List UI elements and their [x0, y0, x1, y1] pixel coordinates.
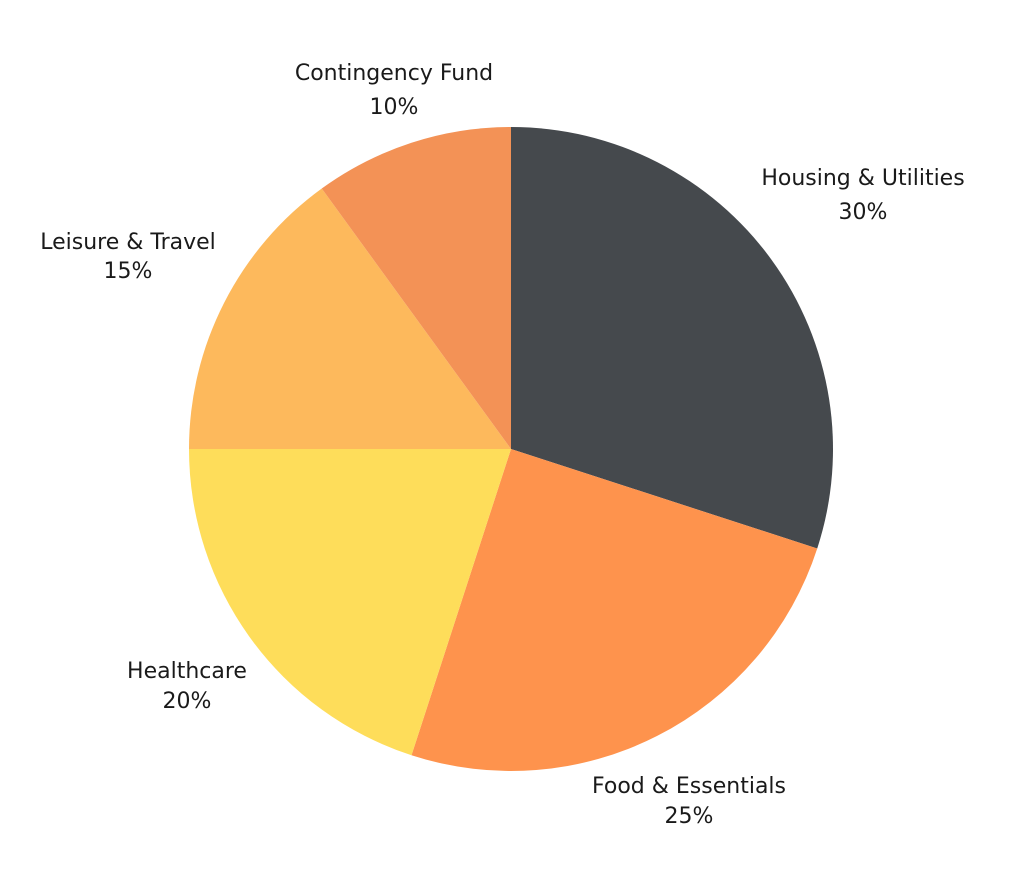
- slice-label-leisure-and-travel: Leisure & Travel: [40, 230, 216, 255]
- slice-label-food-and-essentials: Food & Essentials: [592, 774, 786, 799]
- slice-value-food-and-essentials: 25%: [665, 804, 714, 829]
- pie-slice-healthcare: [189, 449, 511, 756]
- slice-value-contingency-fund: 10%: [370, 95, 419, 120]
- slice-label-contingency-fund: Contingency Fund: [295, 61, 493, 86]
- slice-label-healthcare: Healthcare: [127, 659, 247, 684]
- slice-value-leisure-and-travel: 15%: [104, 259, 153, 284]
- pie-slice-contingency-fund: [321, 127, 511, 449]
- labels-layer: Housing & Utilities 30% Food & Essentials 2…: [40, 61, 964, 829]
- slices-layer: [189, 127, 833, 771]
- pie-slice-leisure-and-travel: [189, 188, 511, 449]
- slice-value-healthcare: 20%: [163, 689, 212, 714]
- slice-value-housing-and-utilities: 30%: [839, 200, 888, 225]
- slice-label-housing-and-utilities: Housing & Utilities: [761, 166, 964, 191]
- pie-slice-food-and-essentials: [411, 449, 818, 771]
- pie-slice-housing-and-utilities: [511, 127, 833, 549]
